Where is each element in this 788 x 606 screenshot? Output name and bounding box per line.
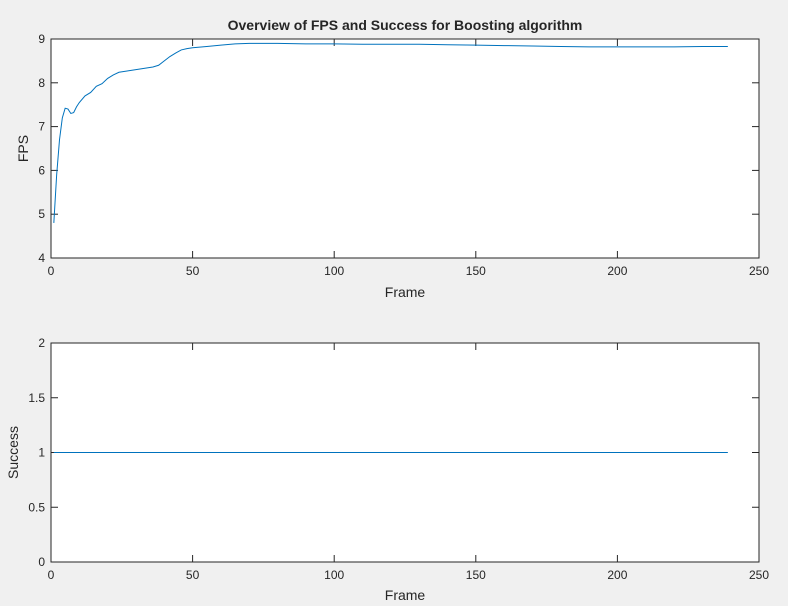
- fps-data-point: [90, 92, 91, 93]
- fps-data-point: [674, 46, 675, 47]
- success-ticks: 0 50 100 150 200 250 0 0.5 1 1.5 2: [28, 336, 769, 582]
- fps-data-point: [62, 117, 63, 118]
- fps-data-point: [617, 46, 618, 47]
- y-tick-label: 8: [38, 76, 45, 90]
- fps-data-point: [419, 44, 420, 45]
- y-tick-label: 2: [38, 336, 45, 350]
- fps-data-point: [727, 46, 728, 47]
- fps-data-point: [164, 60, 165, 61]
- fps-data-point: [277, 43, 278, 44]
- success-series: [53, 452, 728, 453]
- fps-data-point: [141, 68, 142, 69]
- fps-data-point: [475, 45, 476, 46]
- y-tick-label: 1: [38, 446, 45, 460]
- x-tick-label: 150: [466, 264, 486, 278]
- fps-data-point: [235, 43, 236, 44]
- x-tick-label: 200: [607, 264, 627, 278]
- success-data-point: [727, 452, 728, 453]
- fps-series: [53, 42, 728, 223]
- fps-data-point: [76, 106, 77, 107]
- fps-data-point: [532, 46, 533, 47]
- x-tick-label: 50: [186, 568, 200, 582]
- fps-data-point: [56, 174, 57, 175]
- fps-data-point: [305, 43, 306, 44]
- fps-data-point: [249, 43, 250, 44]
- fps-data-point: [79, 102, 80, 103]
- x-tick-label: 100: [324, 568, 344, 582]
- success-y-axis-label: Success: [5, 426, 21, 479]
- fps-data-point: [158, 65, 159, 66]
- fps-data-point: [70, 113, 71, 114]
- fps-series-line: [53, 42, 728, 223]
- fps-data-point: [560, 46, 561, 47]
- fps-data-point: [263, 43, 264, 44]
- success-chart: Frame Success 0 50 100 150 200 250 0 0.5 1 1.5 2: [5, 336, 769, 603]
- x-tick-label: 250: [749, 264, 769, 278]
- x-tick-label: 0: [48, 264, 55, 278]
- fps-data-point: [186, 48, 187, 49]
- fps-data-point: [59, 139, 60, 140]
- fps-chart: Overview of FPS and Success for Boosting…: [15, 17, 769, 300]
- fps-data-point: [73, 112, 74, 113]
- fps-data-point: [504, 45, 505, 46]
- fps-data-point: [96, 86, 97, 87]
- fps-data-point: [84, 95, 85, 96]
- x-tick-label: 250: [749, 568, 769, 582]
- fps-data-point: [362, 44, 363, 45]
- x-tick-label: 50: [186, 264, 200, 278]
- y-tick-label: 6: [38, 163, 45, 177]
- fps-data-point: [447, 44, 448, 45]
- y-tick-label: 1.5: [28, 391, 45, 405]
- fps-data-point: [206, 46, 207, 47]
- fps-data-point: [334, 43, 335, 44]
- fps-data-point: [107, 78, 108, 79]
- fps-data-point: [192, 47, 193, 48]
- fps-data-point: [118, 72, 119, 73]
- chart-title: Overview of FPS and Success for Boosting…: [228, 17, 583, 33]
- fps-data-point: [147, 67, 148, 68]
- fps-data-point: [152, 67, 153, 68]
- success-x-axis-label: Frame: [385, 587, 426, 603]
- x-tick-label: 0: [48, 568, 55, 582]
- y-tick-label: 7: [38, 120, 45, 134]
- fps-y-axis-label: FPS: [15, 135, 31, 162]
- fps-data-point: [113, 74, 114, 75]
- x-tick-label: 150: [466, 568, 486, 582]
- fps-data-point: [135, 69, 136, 70]
- fps-x-axis-label: Frame: [385, 284, 426, 300]
- fps-data-point: [130, 70, 131, 71]
- fps-data-point: [645, 46, 646, 47]
- fps-data-point: [101, 83, 102, 84]
- fps-plot-area: [50, 38, 760, 259]
- fps-data-point: [589, 46, 590, 47]
- x-tick-label: 100: [324, 264, 344, 278]
- y-tick-label: 9: [38, 32, 45, 46]
- fps-data-point: [124, 71, 125, 72]
- y-tick-label: 0: [38, 555, 45, 569]
- fps-data-point: [175, 53, 176, 54]
- success-data-point: [53, 452, 54, 453]
- fps-data-point: [390, 44, 391, 45]
- fps-data-point: [65, 108, 66, 109]
- y-tick-label: 5: [38, 207, 45, 221]
- fps-ticks: 0 50 100 150 200 250 4 5 6 7 8 9: [38, 32, 769, 278]
- fps-data-point: [53, 222, 54, 223]
- fps-data-point: [169, 56, 170, 57]
- y-tick-label: 4: [38, 251, 45, 265]
- fps-data-point: [220, 45, 221, 46]
- x-tick-label: 200: [607, 568, 627, 582]
- fps-data-point: [181, 49, 182, 50]
- y-tick-label: 0.5: [28, 500, 45, 514]
- fps-data-point: [67, 109, 68, 110]
- fps-data-point: [702, 46, 703, 47]
